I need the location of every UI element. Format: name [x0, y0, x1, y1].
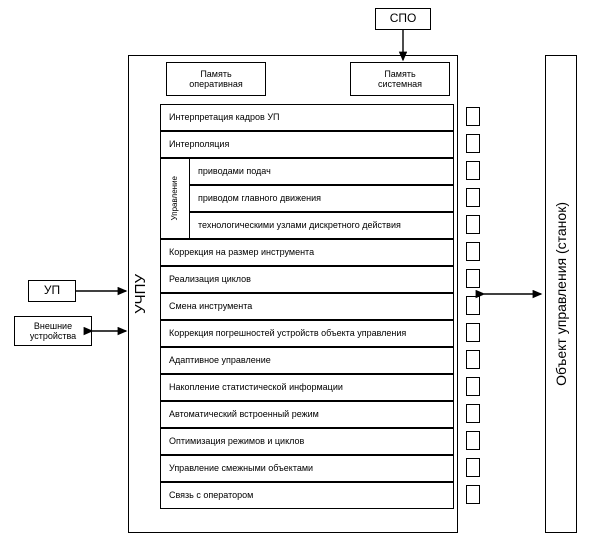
row-after-3-label: Коррекция погрешностей устройств объекта… [169, 328, 406, 338]
connector-2 [466, 161, 480, 180]
control-group-label-strip: Управление [160, 158, 190, 239]
row-after-6: Автоматический встроенный режим [160, 401, 454, 428]
up-box: УП [28, 280, 76, 302]
row-after-2: Смена инструмента [160, 293, 454, 320]
row-after-2-label: Смена инструмента [169, 301, 252, 311]
memory-system: Память системная [350, 62, 450, 96]
up-label: УП [44, 284, 60, 298]
uchpu-label: УЧПУ [132, 274, 149, 314]
control-item-0: приводами подач [190, 158, 454, 185]
object-label: Объект управления (станок) [553, 202, 569, 386]
control-item-2-label: технологическими узлами дискретного дейс… [198, 220, 401, 230]
connector-11 [466, 404, 480, 423]
row-after-1-label: Реализация циклов [169, 274, 251, 284]
spo-label: СПО [390, 12, 417, 26]
connector-3 [466, 188, 480, 207]
ext-devices-box: Внешние устройства [14, 316, 92, 346]
connector-7 [466, 296, 480, 315]
row-1: Интерполяция [160, 131, 454, 158]
ext-devices-label: Внешние устройства [30, 321, 76, 342]
row-after-6-label: Автоматический встроенный режим [169, 409, 319, 419]
connector-1 [466, 134, 480, 153]
control-item-2: технологическими узлами дискретного дейс… [190, 212, 454, 239]
connector-5 [466, 242, 480, 261]
control-item-0-label: приводами подач [198, 166, 271, 176]
connector-4 [466, 215, 480, 234]
row-after-0: Коррекция на размер инструмента [160, 239, 454, 266]
row-after-9-label: Связь с оператором [169, 490, 253, 500]
connector-0 [466, 107, 480, 126]
memory-system-label: Память системная [378, 69, 422, 90]
memory-operational-label: Память оперативная [189, 69, 242, 90]
connector-14 [466, 485, 480, 504]
row-after-3: Коррекция погрешностей устройств объекта… [160, 320, 454, 347]
row-after-8: Управление смежными объектами [160, 455, 454, 482]
row-after-5-label: Накопление статистической информации [169, 382, 343, 392]
row-after-4-label: Адаптивное управление [169, 355, 271, 365]
uchpu-label-strip: УЧПУ [128, 55, 152, 533]
row-1-label: Интерполяция [169, 139, 229, 149]
row-after-8-label: Управление смежными объектами [169, 463, 313, 473]
control-item-1: приводом главного движения [190, 185, 454, 212]
row-after-7-label: Оптимизация режимов и циклов [169, 436, 304, 446]
object-block: Объект управления (станок) [545, 55, 577, 533]
row-after-4: Адаптивное управление [160, 347, 454, 374]
memory-operational: Память оперативная [166, 62, 266, 96]
connector-10 [466, 377, 480, 396]
connector-13 [466, 458, 480, 477]
control-item-1-label: приводом главного движения [198, 193, 321, 203]
row-0-label: Интерпретация кадров УП [169, 112, 280, 122]
row-after-1: Реализация циклов [160, 266, 454, 293]
connector-6 [466, 269, 480, 288]
row-after-5: Накопление статистической информации [160, 374, 454, 401]
row-0: Интерпретация кадров УП [160, 104, 454, 131]
row-after-7: Оптимизация режимов и циклов [160, 428, 454, 455]
connector-12 [466, 431, 480, 450]
control-group-label: Управление [170, 176, 179, 220]
row-after-9: Связь с оператором [160, 482, 454, 509]
connector-8 [466, 323, 480, 342]
spo-box: СПО [375, 8, 431, 30]
row-after-0-label: Коррекция на размер инструмента [169, 247, 314, 257]
connector-9 [466, 350, 480, 369]
